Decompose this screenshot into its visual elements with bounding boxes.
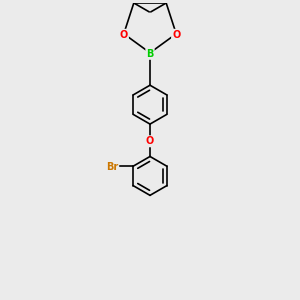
Text: O: O [172, 30, 180, 40]
Text: B: B [146, 49, 154, 59]
Text: O: O [120, 30, 128, 40]
Text: Br: Br [106, 162, 118, 172]
Text: O: O [146, 136, 154, 146]
